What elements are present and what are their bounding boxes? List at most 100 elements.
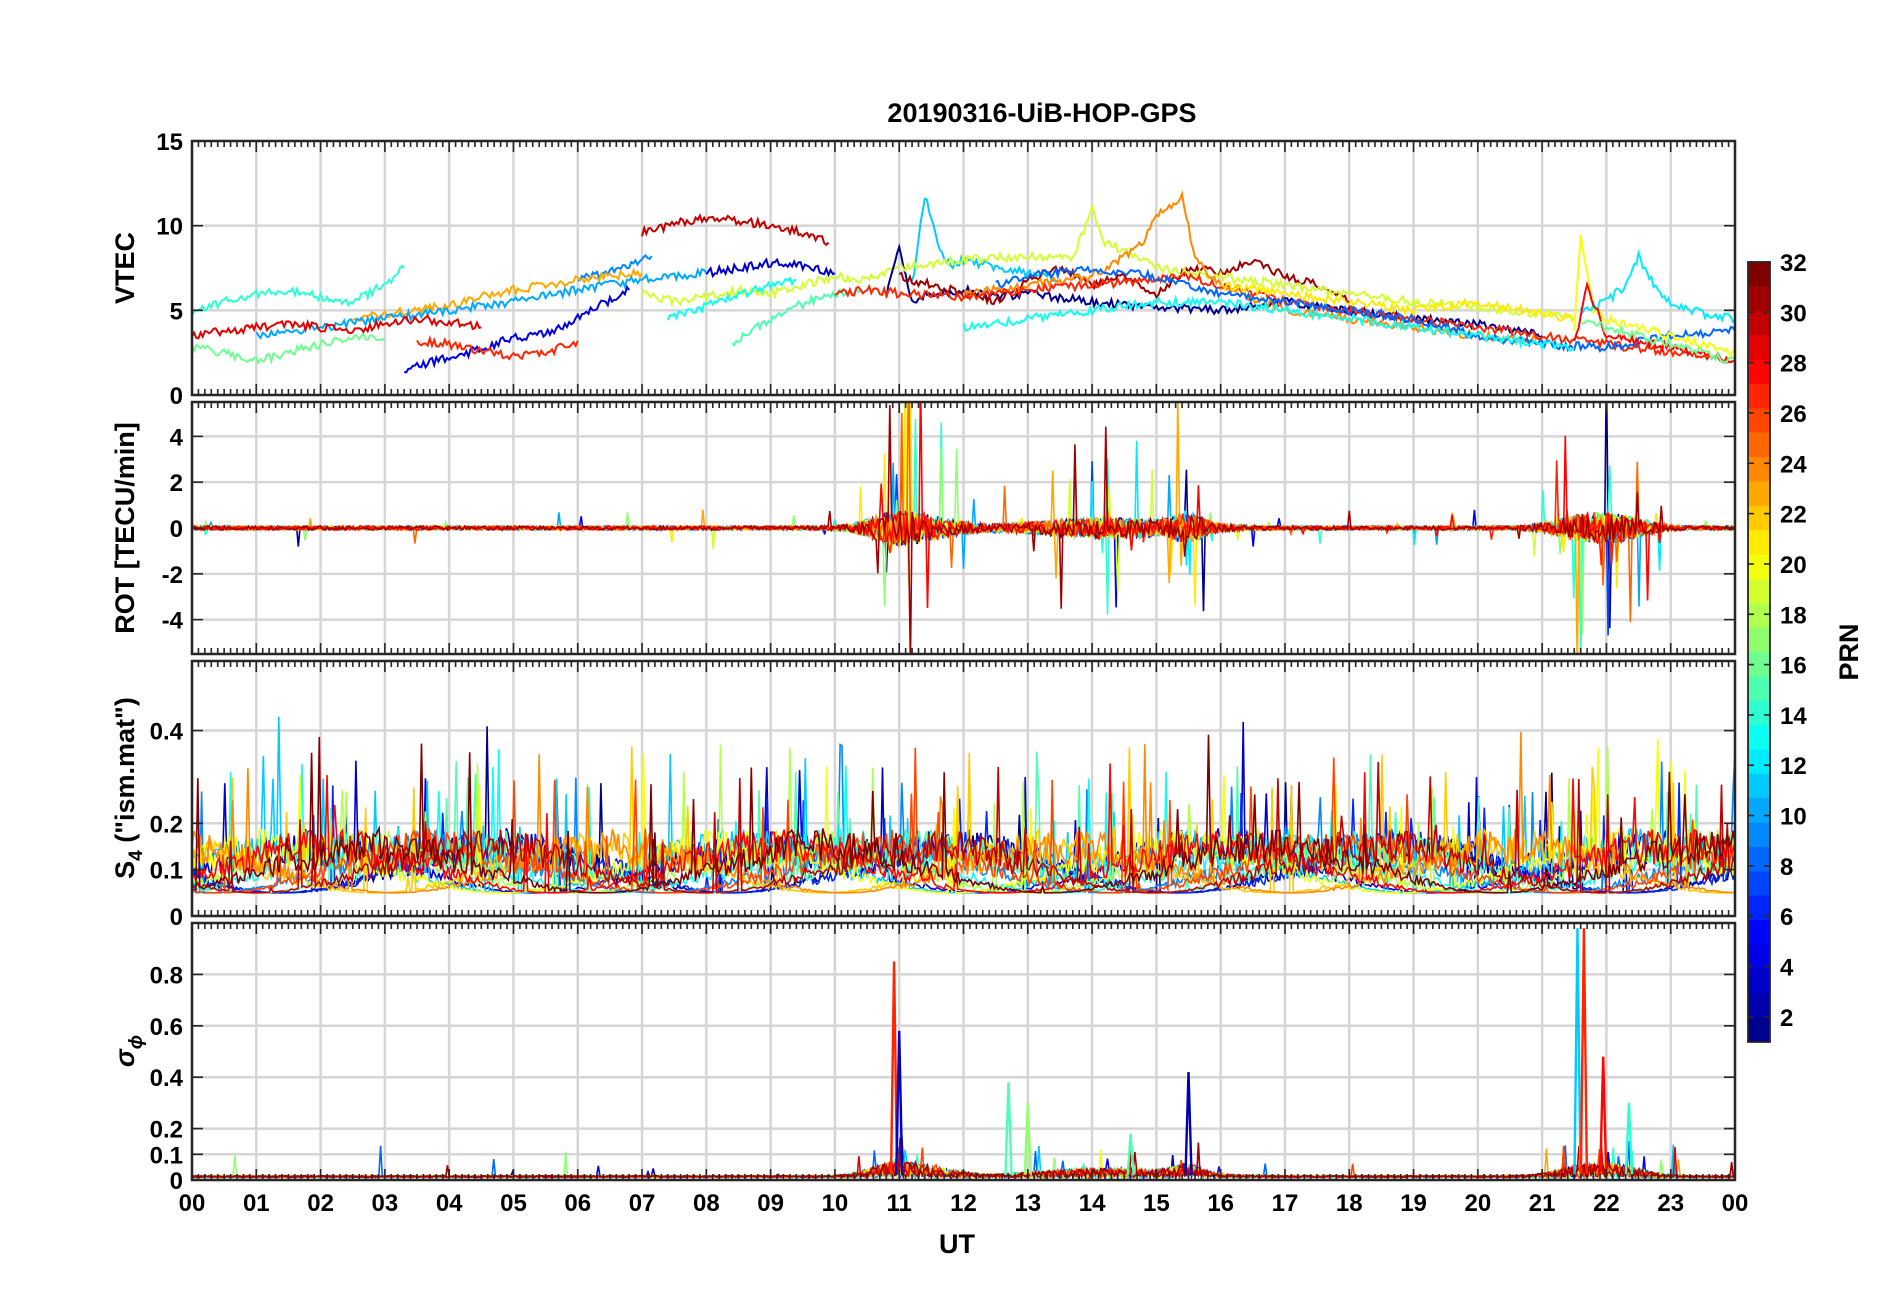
x-tick-label: 06 bbox=[564, 1190, 591, 1217]
x-tick-label: 09 bbox=[757, 1190, 784, 1217]
rot-y-tick-label: 4 bbox=[170, 424, 184, 451]
vtec-series-line bbox=[705, 257, 836, 279]
vtec-series-line bbox=[995, 265, 1735, 353]
sigma_phi-y-tick-label: 0.1 bbox=[150, 1142, 183, 1169]
x-tick-label: 17 bbox=[1272, 1190, 1299, 1217]
s4-series-line bbox=[192, 747, 1735, 894]
rot-y-tick-label: -2 bbox=[162, 562, 183, 589]
x-tick-label: 20 bbox=[1464, 1190, 1491, 1217]
vtec-series-line bbox=[641, 265, 900, 308]
colorbar-tick-label: 22 bbox=[1780, 502, 1807, 529]
colorbar-tick-label: 28 bbox=[1780, 351, 1807, 378]
rot-y-axis-label: ROT [TECU/min] bbox=[110, 422, 140, 633]
rot-y-tick-label: 2 bbox=[170, 470, 183, 497]
vtec-series-line bbox=[641, 213, 830, 247]
rot-y-tick-label: 0 bbox=[170, 516, 183, 543]
s4-series-line bbox=[192, 751, 1735, 894]
colorbar-tick-label: 18 bbox=[1780, 602, 1807, 629]
vtec-axes: 0 5 10 15 bbox=[156, 129, 1737, 410]
sigma-spike bbox=[1184, 1072, 1193, 1175]
s4-y-tick-label: 0.4 bbox=[150, 719, 184, 746]
sigma_phi-ticks bbox=[191, 923, 1736, 1181]
s4-series-line bbox=[192, 731, 1735, 894]
colorbar-tick-label: 14 bbox=[1780, 703, 1807, 730]
vtec-series-line bbox=[404, 284, 630, 374]
x-tick-label: 02 bbox=[307, 1190, 334, 1217]
s4-traces bbox=[192, 716, 1735, 894]
vtec-series-line bbox=[192, 331, 386, 366]
x-tick-label: 14 bbox=[1079, 1190, 1106, 1217]
x-axis-label: UT bbox=[939, 1229, 975, 1259]
sigma_phi-y-tick-label: 0.4 bbox=[150, 1065, 184, 1092]
vtec-y-tick-label: 0 bbox=[170, 383, 183, 410]
x-tick-label: 04 bbox=[436, 1190, 463, 1217]
colorbar-tick-label: 12 bbox=[1780, 753, 1807, 780]
vtec-series-line bbox=[1573, 234, 1735, 358]
rot-traces bbox=[192, 402, 1735, 654]
vtec-traces bbox=[192, 190, 1735, 374]
sigma_phi-y-tick-label: 0.8 bbox=[150, 962, 183, 989]
x-tick-label: 03 bbox=[372, 1190, 399, 1217]
rot-panel: -4 -2 0 2 4 ROT [TECU/min] bbox=[110, 400, 1737, 656]
s4-series-line bbox=[192, 734, 1735, 894]
x-tick-label: 16 bbox=[1207, 1190, 1234, 1217]
colorbar-label: PRN bbox=[1834, 623, 1864, 680]
rot-axes: -4 -2 0 2 4 bbox=[162, 400, 1737, 656]
vtec-series-line bbox=[1579, 248, 1735, 324]
x-tick-label: 00 bbox=[179, 1190, 206, 1217]
rot-ticks bbox=[191, 402, 1736, 654]
x-tick-label: 00 bbox=[1722, 1190, 1749, 1217]
x-tick-label: 13 bbox=[1014, 1190, 1041, 1217]
x-axis-tick-labels: 00 01 02 03 04 05 06 07 08 09 10 11 12 13 14 15 16 17 18 19… bbox=[179, 1190, 1749, 1217]
x-tick-label: 19 bbox=[1400, 1190, 1427, 1217]
colorbar-tick-label: 4 bbox=[1780, 955, 1794, 982]
sigma-spike bbox=[895, 1030, 904, 1175]
vtec-series-line bbox=[1220, 281, 1575, 323]
colorbar-tick-label: 10 bbox=[1780, 804, 1807, 831]
rot-y-tick-label: -4 bbox=[162, 608, 184, 635]
sigma-spike bbox=[1599, 1056, 1608, 1175]
sigma_phi-y-tick-label: 0.6 bbox=[150, 1014, 183, 1041]
colorbar-tick-label: 26 bbox=[1780, 401, 1807, 428]
vtec-series-line bbox=[352, 267, 643, 322]
sigma-spike bbox=[889, 961, 899, 1175]
colorbar-tick-label: 30 bbox=[1780, 300, 1807, 327]
vtec-series-line bbox=[666, 276, 797, 322]
x-tick-label: 21 bbox=[1529, 1190, 1556, 1217]
s4-y-tick-label: 0.2 bbox=[150, 811, 183, 838]
x-tick-label: 11 bbox=[887, 1190, 912, 1217]
x-tick-label: 22 bbox=[1593, 1190, 1620, 1217]
sigma-spike bbox=[1573, 928, 1582, 1175]
s4-axes: 0 0.1 0.2 0.4 bbox=[150, 659, 1737, 931]
s4-panel: 0 0.1 0.2 0.4S4 ("ism.mat") bbox=[110, 659, 1737, 931]
colorbar-tick-label: 6 bbox=[1780, 904, 1793, 931]
s4-series-line bbox=[192, 761, 1735, 894]
sigma-phi-panel: 00.10.2 0.4 0.6 0.8 σϕ bbox=[110, 921, 1737, 1195]
s4-y-axis-label: S4 ("ism.mat") bbox=[110, 697, 147, 879]
vtec-ticks bbox=[191, 140, 1736, 396]
sigma-spike bbox=[1004, 1082, 1013, 1175]
x-tick-label: 23 bbox=[1657, 1190, 1684, 1217]
x-tick-label: 01 bbox=[243, 1190, 270, 1217]
vtec-y-tick-label: 5 bbox=[170, 298, 183, 325]
sigma_phi-axes: 00.10.2 0.4 0.6 0.8 bbox=[150, 921, 1737, 1195]
sigma_phi-y-tick-label: 0 bbox=[170, 1168, 183, 1195]
sigma-spike bbox=[1579, 928, 1589, 1175]
vtec-series-line bbox=[192, 314, 482, 340]
vtec-series-line bbox=[1580, 319, 1735, 365]
chart-title: 20190316-UiB-HOP-GPS bbox=[887, 98, 1196, 128]
vtec-series-line bbox=[192, 264, 405, 317]
vtec-y-tick-label: 15 bbox=[156, 129, 183, 156]
vtec-series-line bbox=[962, 294, 1575, 353]
sigma-y-axis-label: σϕ bbox=[110, 1035, 147, 1067]
colorbar-tick-label: 2 bbox=[1780, 1005, 1793, 1032]
colorbar-tick-label: 20 bbox=[1780, 552, 1807, 579]
s4-grid bbox=[190, 661, 1737, 918]
colorbar-tick-label: 24 bbox=[1780, 451, 1807, 478]
x-tick-label: 08 bbox=[693, 1190, 720, 1217]
vtec-series-line bbox=[255, 266, 708, 340]
sigma-spike bbox=[1023, 1102, 1032, 1175]
vtec-series-line bbox=[416, 334, 579, 361]
x-tick-label: 12 bbox=[950, 1190, 977, 1217]
